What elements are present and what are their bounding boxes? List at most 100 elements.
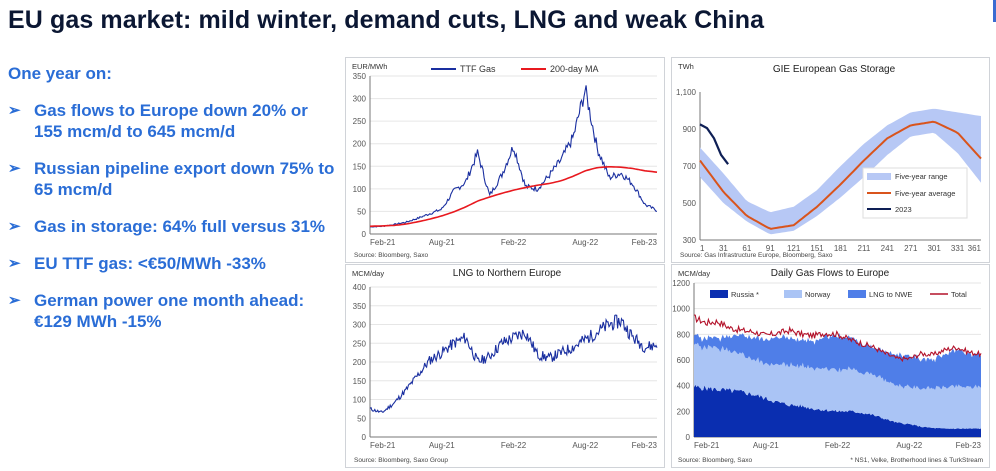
series-line-ma bbox=[369, 166, 658, 228]
x-tick-label: Feb-22 bbox=[501, 441, 527, 450]
series-line-ttf bbox=[369, 85, 658, 228]
y-tick-label: 200 bbox=[677, 407, 691, 416]
y-tick-label: 50 bbox=[357, 207, 366, 216]
x-tick-label: Feb-22 bbox=[825, 441, 851, 450]
x-tick-label: Feb-22 bbox=[501, 238, 527, 247]
x-tick-label: 331 bbox=[951, 244, 965, 253]
x-tick-label: Feb-23 bbox=[632, 441, 658, 450]
legend-label-range: Five-year range bbox=[895, 172, 948, 181]
y-tick-label: 300 bbox=[353, 321, 367, 330]
ttf-chart: 0 50 100 150 200 250 300 350 Feb-21 Aug-21 Feb-22 A… bbox=[352, 62, 658, 259]
y-tick-label: 150 bbox=[353, 377, 367, 386]
area-lng-nwe bbox=[694, 333, 981, 390]
chart-title: LNG to Northern Europe bbox=[453, 268, 562, 279]
x-tick-label: 151 bbox=[810, 244, 824, 253]
y-tick-label: 200 bbox=[353, 140, 367, 149]
chart-title: Daily Gas Flows to Europe bbox=[771, 268, 890, 279]
x-tick-label: 121 bbox=[787, 244, 801, 253]
x-tick-label: Feb-21 bbox=[370, 441, 396, 450]
unit-label: MCM/day bbox=[678, 269, 710, 278]
x-tick-label: Aug-22 bbox=[572, 441, 598, 450]
x-tick-label: 61 bbox=[742, 244, 751, 253]
y-tick-label: 400 bbox=[677, 382, 691, 391]
bullet-item: ➢ Gas in storage: 64% full versus 31% bbox=[8, 216, 338, 237]
corner-accent bbox=[993, 0, 996, 22]
x-tick-label: Aug-22 bbox=[896, 441, 922, 450]
area-russia bbox=[694, 384, 981, 437]
bullet-list: ➢ Gas flows to Europe down 20% or 155 mcm… bbox=[8, 100, 338, 348]
y-tick-label: 100 bbox=[353, 396, 367, 405]
y-tick-label: 0 bbox=[686, 433, 691, 442]
y-tick-label: 600 bbox=[677, 356, 691, 365]
legend-swatch-russia bbox=[710, 290, 728, 298]
subtitle: One year on: bbox=[8, 64, 112, 83]
unit-label: MCM/day bbox=[352, 269, 384, 278]
five-year-average-line bbox=[699, 120, 982, 230]
x-tick-label: Feb-21 bbox=[370, 238, 396, 247]
bullet-text: Gas in storage: 64% full versus 31% bbox=[34, 217, 326, 236]
x-tick-label: 91 bbox=[766, 244, 775, 253]
source-note: Source: Gas Infrastructure Europe, Bloom… bbox=[680, 252, 833, 259]
unit-label: TWh bbox=[678, 62, 694, 71]
x-tick-label: 241 bbox=[881, 244, 895, 253]
y-tick-label: 200 bbox=[353, 358, 367, 367]
legend-label-ttf: TTF Gas bbox=[460, 64, 496, 74]
y-tick-label: 500 bbox=[683, 199, 697, 208]
legend-label-2023: 2023 bbox=[895, 205, 912, 214]
x-tick-label: Aug-22 bbox=[572, 238, 598, 247]
legend-label-ma: 200-day MA bbox=[550, 64, 599, 74]
x-tick-label: 211 bbox=[858, 244, 871, 253]
legend-label-lng-nwe: LNG to NWE bbox=[869, 290, 912, 299]
bullet-item: ➢ German power one month ahead: €129 MWh … bbox=[8, 290, 338, 332]
x-tick-label: Feb-23 bbox=[632, 238, 658, 247]
lng-chart-panel: 0 50 100 150 200 250 300 350 400 Feb-21 Aug-21 Feb-… bbox=[345, 264, 665, 468]
footnote: * NS1, Velke, Brotherhood lines & TurkSt… bbox=[850, 457, 983, 464]
bullet-item: ➢ Russian pipeline export down 75% to 65 … bbox=[8, 158, 338, 200]
arrow-bullet-icon: ➢ bbox=[8, 218, 21, 235]
y-tick-label: 100 bbox=[353, 185, 367, 194]
legend-label-average: Five-year average bbox=[895, 189, 955, 198]
y-tick-label: 350 bbox=[353, 302, 367, 311]
x-tick-label: 361 bbox=[968, 244, 982, 253]
y-tick-label: 1000 bbox=[672, 305, 690, 314]
source-note: Source: Bloomberg, Saxo Group bbox=[354, 457, 448, 464]
x-tick-label: 181 bbox=[834, 244, 848, 253]
y-tick-label: 250 bbox=[353, 117, 367, 126]
unit-label: EUR/MWh bbox=[352, 62, 387, 71]
x-tick-label: 1 bbox=[700, 244, 705, 253]
area-norway bbox=[694, 342, 981, 430]
x-tick-label: Feb-21 bbox=[694, 441, 720, 450]
legend-swatch-norway bbox=[784, 290, 802, 298]
bullet-text: EU TTF gas: <€50/MWh -33% bbox=[34, 254, 266, 273]
series-line-2023 bbox=[699, 123, 729, 165]
legend-swatch-range bbox=[867, 173, 891, 180]
bullet-text: Gas flows to Europe down 20% or 155 mcm/… bbox=[34, 101, 308, 141]
x-tick-label: 271 bbox=[904, 244, 918, 253]
legend-swatch-lng-nwe bbox=[848, 290, 866, 298]
y-tick-label: 0 bbox=[362, 433, 367, 442]
legend-label-norway: Norway bbox=[805, 290, 831, 299]
y-tick-label: 300 bbox=[683, 236, 697, 245]
legend-label-russia: Russia * bbox=[731, 290, 759, 299]
y-tick-label: 800 bbox=[677, 330, 691, 339]
flows-chart-panel: 0 200 400 600 800 1000 1200 Feb-21 Aug-21 Feb-22 A… bbox=[671, 264, 990, 468]
series-line-lng bbox=[369, 314, 658, 413]
y-tick-label: 250 bbox=[353, 339, 367, 348]
storage-chart-panel: 1,100 900 700 500 300 1 31 61 91 121 151 181 211 241 2… bbox=[671, 57, 990, 263]
x-tick-label: 31 bbox=[719, 244, 728, 253]
lng-chart: 0 50 100 150 200 250 300 350 400 Feb-21 Aug-21 Feb-… bbox=[352, 268, 658, 464]
y-tick-label: 300 bbox=[353, 95, 367, 104]
source-note: Source: Bloomberg, Saxo bbox=[354, 252, 428, 259]
chart-title: GIE European Gas Storage bbox=[773, 64, 896, 75]
five-year-range-band bbox=[700, 108, 981, 235]
y-tick-label: 400 bbox=[353, 283, 367, 292]
y-tick-label: 0 bbox=[362, 230, 367, 239]
y-tick-label: 350 bbox=[353, 72, 367, 81]
arrow-bullet-icon: ➢ bbox=[8, 160, 21, 177]
bullet-text: Russian pipeline export down 75% to 65 m… bbox=[34, 159, 335, 199]
flows-chart: 0 200 400 600 800 1000 1200 Feb-21 Aug-21 Feb-22 A… bbox=[672, 268, 983, 464]
source-note: Source: Bloomberg, Saxo bbox=[678, 457, 752, 464]
legend-label-total: Total bbox=[951, 290, 967, 299]
bullet-text: German power one month ahead: €129 MWh -… bbox=[34, 291, 305, 331]
